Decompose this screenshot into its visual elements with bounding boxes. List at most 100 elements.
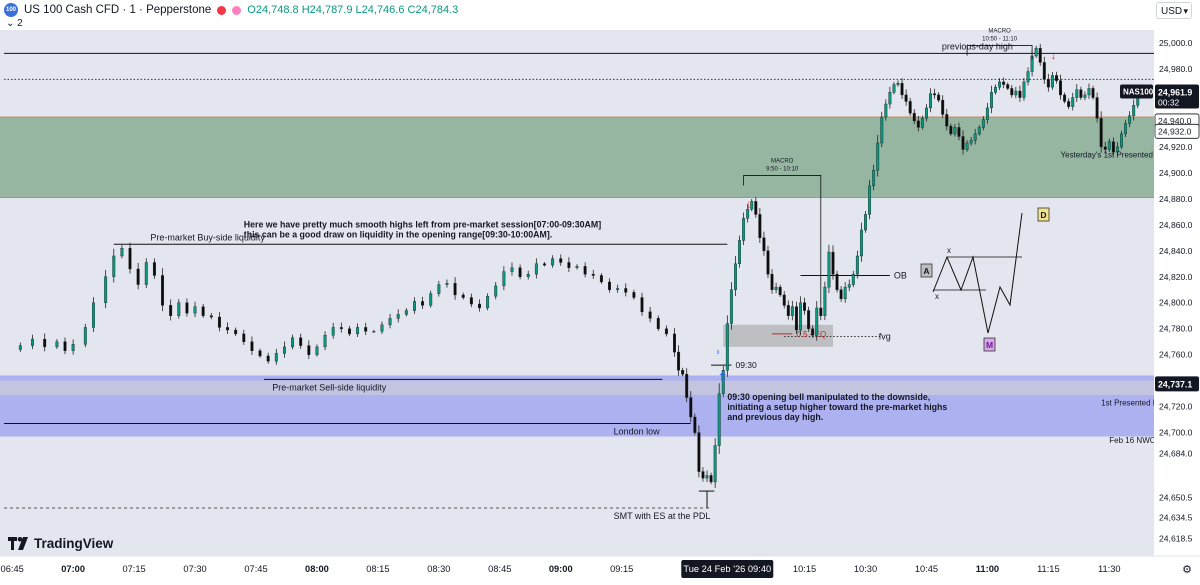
candle-body xyxy=(823,286,827,316)
candle-body xyxy=(356,327,360,335)
down-arrow-icon: ↓ xyxy=(746,197,752,211)
candle-body xyxy=(949,125,953,135)
candle-body xyxy=(1083,94,1087,98)
candle-body xyxy=(1071,97,1075,107)
candle-body xyxy=(1091,88,1095,98)
amd-box-1 xyxy=(983,337,996,352)
candle-body xyxy=(551,258,555,266)
candle-body xyxy=(193,306,197,314)
x-tick-label: 07:30 xyxy=(183,564,206,574)
y-tick-label: 24,618.5 xyxy=(1159,533,1193,543)
chart-title[interactable]: US 100 Cash CFD · 1 · Pepperstone xyxy=(24,4,212,16)
candle-body xyxy=(803,302,807,311)
candle-body xyxy=(725,323,729,371)
x-tick-label: 07:00 xyxy=(61,564,85,574)
candle-body xyxy=(1034,47,1038,57)
amd-box-2 xyxy=(1037,207,1050,222)
candle-body xyxy=(766,250,770,275)
candle-body xyxy=(1087,88,1091,96)
candle-body xyxy=(831,251,835,275)
candle-body xyxy=(896,83,900,85)
x-tick-label: 07:45 xyxy=(244,564,267,574)
candle-body xyxy=(120,247,124,257)
candle-body xyxy=(437,284,441,294)
candle-body xyxy=(266,355,270,362)
candle-body xyxy=(774,286,778,290)
candle-body xyxy=(945,114,949,127)
candle-body xyxy=(242,333,246,342)
y-tick-label: 25,000.0 xyxy=(1159,38,1193,48)
chart-header: 100 US 100 Cash CFD · 1 · Pepperstone O2… xyxy=(4,3,458,17)
candle-body xyxy=(794,306,798,331)
amd-box-0 xyxy=(920,263,933,278)
x-tick-label: 07:15 xyxy=(122,564,145,574)
candle-body xyxy=(104,276,108,303)
candle-body xyxy=(1132,105,1136,116)
candle-body xyxy=(689,397,693,418)
candle-body xyxy=(746,209,750,219)
down-arrow-icon-2: ↓ xyxy=(1050,48,1056,62)
candle-body xyxy=(299,337,303,346)
candle-body xyxy=(1046,79,1050,88)
candle-body xyxy=(510,267,514,272)
indicators-toggle[interactable]: ⌄ 2 xyxy=(6,18,23,29)
y-tick-label: 24,920.0 xyxy=(1159,142,1193,152)
candle-body xyxy=(534,263,538,275)
candle-body xyxy=(372,331,376,333)
candle-body xyxy=(864,214,867,231)
candle-body xyxy=(677,351,681,371)
candle-body xyxy=(161,275,164,306)
candle-body xyxy=(640,297,644,313)
candle-body xyxy=(1075,89,1079,98)
ohlc-values: O24,748.8 H24,787.9 L24,746.6 C24,784.3 xyxy=(247,4,459,16)
amd-zigzag xyxy=(932,212,1023,334)
candle-body xyxy=(209,315,213,318)
candle-body xyxy=(31,338,34,346)
annotation-0-0: Here we have pretty much smooth highs le… xyxy=(244,219,601,229)
x-tick-label: 11:00 xyxy=(976,564,999,574)
candle-body xyxy=(404,310,408,315)
session-marker-icon: › xyxy=(716,347,719,358)
macro-title-1: MACRO xyxy=(988,29,1011,35)
candle-body xyxy=(916,120,920,128)
candle-body xyxy=(1099,118,1103,148)
candle-body xyxy=(469,297,473,305)
candle-body xyxy=(347,328,351,335)
candle-body xyxy=(1128,115,1132,124)
candle-body xyxy=(697,432,701,472)
x-tick-label: 11:15 xyxy=(1037,564,1060,574)
currency-select[interactable]: USD xyxy=(1156,2,1192,20)
candle-body xyxy=(742,218,746,241)
label-london-low: London low xyxy=(614,427,661,437)
candle-body xyxy=(526,273,530,277)
candle-body xyxy=(112,255,116,277)
candle-body xyxy=(55,341,59,348)
candle-body xyxy=(994,86,997,93)
plot-background xyxy=(0,30,1154,556)
candle-body xyxy=(258,350,262,357)
candle-body xyxy=(685,373,689,398)
y-tick-label: 24,800.0 xyxy=(1159,298,1193,308)
candle-body xyxy=(941,99,945,115)
y-tick-label: 24,650.5 xyxy=(1159,493,1193,503)
settings-gear-icon[interactable]: ⚙ xyxy=(1182,564,1192,576)
candle-body xyxy=(575,266,579,268)
candle-body xyxy=(847,284,851,288)
candle-body xyxy=(624,288,628,293)
candle-body xyxy=(274,353,278,362)
macro-box-0 xyxy=(743,175,822,303)
candle-body xyxy=(1050,75,1054,88)
candle-body xyxy=(782,294,786,306)
label-sell-side-liquidity: Pre-market Sell-side liquidity xyxy=(272,382,387,392)
x-tick-label: 10:15 xyxy=(793,564,816,574)
candle-body xyxy=(717,393,721,446)
candle-body xyxy=(1002,81,1006,85)
y-tick-label: 24,780.0 xyxy=(1159,324,1193,334)
candle-body xyxy=(721,370,725,394)
time-axis[interactable] xyxy=(0,556,1200,580)
y-tick-label: 24,684.0 xyxy=(1159,448,1193,458)
time-cursor-label: Tue 24 Feb '26 09:40 xyxy=(683,564,771,574)
up-arrow-icon: ⇧ xyxy=(718,372,727,384)
